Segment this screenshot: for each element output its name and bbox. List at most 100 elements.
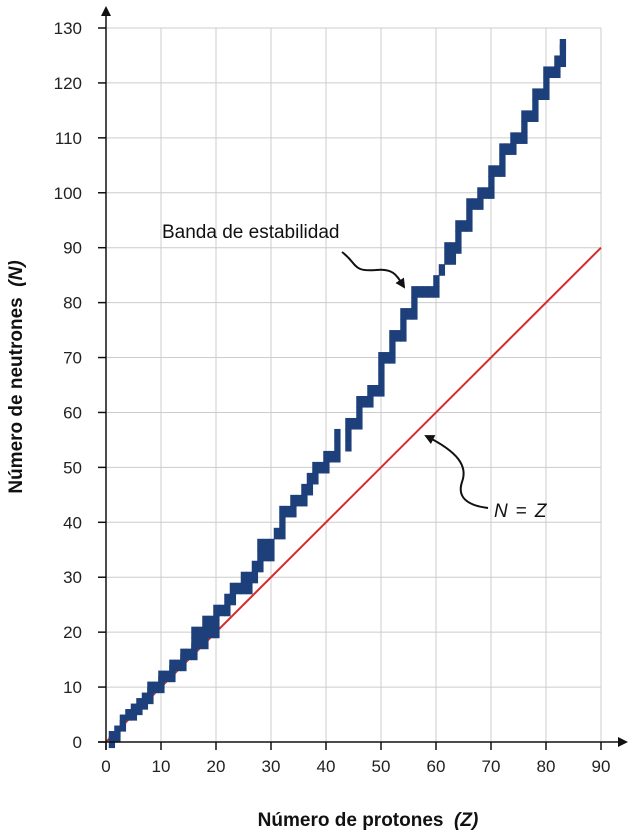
y-tick-label: 30 [63, 568, 82, 587]
stable-nuclide-point [196, 626, 204, 639]
y-tick-label: 70 [63, 349, 82, 368]
stable-nuclide-point [174, 659, 182, 672]
stable-nuclide-point [163, 670, 171, 683]
y-tick-label: 40 [63, 513, 82, 532]
stable-nuclide-point [532, 99, 539, 111]
stable-nuclide-point [202, 626, 209, 639]
stable-nuclide-point [257, 560, 264, 573]
band-annotation-arrow [341, 251, 406, 289]
stable-nuclide-point [257, 538, 264, 551]
stable-nuclide-point [191, 637, 198, 650]
band-annotation-label: Banda de estabilidad [162, 222, 339, 243]
stable-nuclide-point [543, 88, 550, 100]
stable-nuclide-point [268, 538, 275, 551]
stable-nuclide-point [152, 681, 160, 694]
stable-nuclide-point [224, 593, 231, 606]
x-tick-labels: 0 10 20 30 40 50 60 70 80 90 [101, 757, 610, 776]
stable-nuclide-point [218, 604, 226, 617]
stable-nuclide-point [202, 637, 209, 650]
stable-nuclide-point [229, 593, 237, 606]
stable-nuclide-point [466, 220, 473, 232]
stable-nuclide-point [279, 527, 286, 540]
axes [98, 6, 628, 750]
stable-nuclide-point [317, 461, 325, 474]
stable-nuclide-point [323, 450, 330, 463]
stable-nuclide-point [240, 582, 248, 595]
y-tick-label: 0 [73, 733, 82, 752]
stable-nuclide-point [378, 363, 385, 375]
stable-nuclide-point [455, 220, 462, 232]
stable-nuclide-point [488, 187, 495, 199]
stable-nuclide-point [240, 571, 248, 584]
stable-nuclide-point [400, 308, 407, 320]
stable-nuclide-point [345, 428, 352, 441]
stable-nuclide-point [372, 385, 380, 397]
stable-nuclide-point [356, 406, 363, 419]
stable-nuclide-point [504, 143, 512, 155]
stable-nuclide-point [301, 494, 308, 507]
stable-nuclide-point [334, 450, 341, 463]
x-tick-label: 80 [537, 757, 556, 776]
stable-nuclide-point [169, 659, 176, 672]
x-tick-label: 30 [262, 757, 281, 776]
stable-nuclide-point [262, 549, 270, 562]
stable-nuclide-point [400, 319, 407, 331]
x-tick-label: 90 [592, 757, 611, 776]
stable-nuclide-point [196, 637, 204, 650]
stable-nuclide-point [279, 505, 286, 518]
stable-nuclide-point [499, 165, 506, 177]
stable-nuclide-point [350, 417, 358, 430]
stable-nuclide-point [471, 198, 479, 210]
stable-nuclide-point [416, 286, 424, 298]
stable-nuclide-point [449, 242, 457, 254]
stable-nuclide-point [515, 132, 523, 144]
stable-nuclide-point [466, 198, 473, 210]
stable-nuclide-point [532, 110, 539, 122]
stable-nuclide-point [405, 308, 413, 320]
stable-nuclide-point [334, 428, 341, 441]
stable-nuclide-point [273, 527, 281, 540]
y-tick-label: 120 [54, 74, 82, 93]
stable-nuclide-point [301, 483, 308, 496]
x-tick-label: 0 [101, 757, 110, 776]
stable-nuclide-point [246, 582, 253, 595]
stable-nuclide-point [389, 341, 396, 353]
x-tick-label: 50 [372, 757, 391, 776]
stable-nuclide-point [526, 110, 534, 122]
stable-nuclide-point [202, 615, 209, 628]
stable-nuclide-point [378, 352, 385, 364]
stable-nuclide-point [180, 648, 187, 661]
stable-nuclide-point [477, 187, 484, 199]
stable-nuclide-point [213, 626, 220, 639]
stable-nuclide-point [493, 165, 501, 177]
y-tick-labels: 0 10 20 30 40 50 60 70 80 90 100 110 120 130 [54, 19, 82, 752]
stable-nuclide-point [251, 560, 259, 573]
stable-nuclide-point [323, 461, 330, 474]
stable-nuclide-point [444, 242, 451, 254]
stable-nuclide-point [433, 286, 440, 298]
stable-nuclide-point [312, 461, 319, 474]
y-tick-label: 20 [63, 623, 82, 642]
stable-nuclide-point [295, 494, 303, 507]
stable-nuclide-point [290, 494, 297, 507]
stable-nuclide-point [147, 681, 154, 694]
stable-nuclide-point [394, 330, 402, 342]
stable-nuclide-point [389, 352, 396, 364]
stable-nuclide-point [488, 165, 495, 177]
stable-nuclide-point [334, 439, 341, 452]
stable-nuclide-point [433, 275, 440, 287]
stable-nuclide-point [460, 220, 468, 232]
stable-nuclide-point [378, 374, 385, 386]
stable-nuclide-point [345, 439, 352, 452]
stable-nuclide-point [191, 626, 198, 639]
stable-nuclide-point [136, 698, 143, 710]
stable-nuclide-point [284, 505, 292, 518]
y-tick-label: 100 [54, 184, 82, 203]
stable-nuclide-point [444, 253, 451, 265]
stable-nuclide-point [543, 66, 550, 79]
x-tick-label: 10 [152, 757, 171, 776]
x-tick-label: 60 [427, 757, 446, 776]
stable-nuclide-point [559, 55, 567, 68]
stable-nuclide-point [383, 352, 391, 364]
